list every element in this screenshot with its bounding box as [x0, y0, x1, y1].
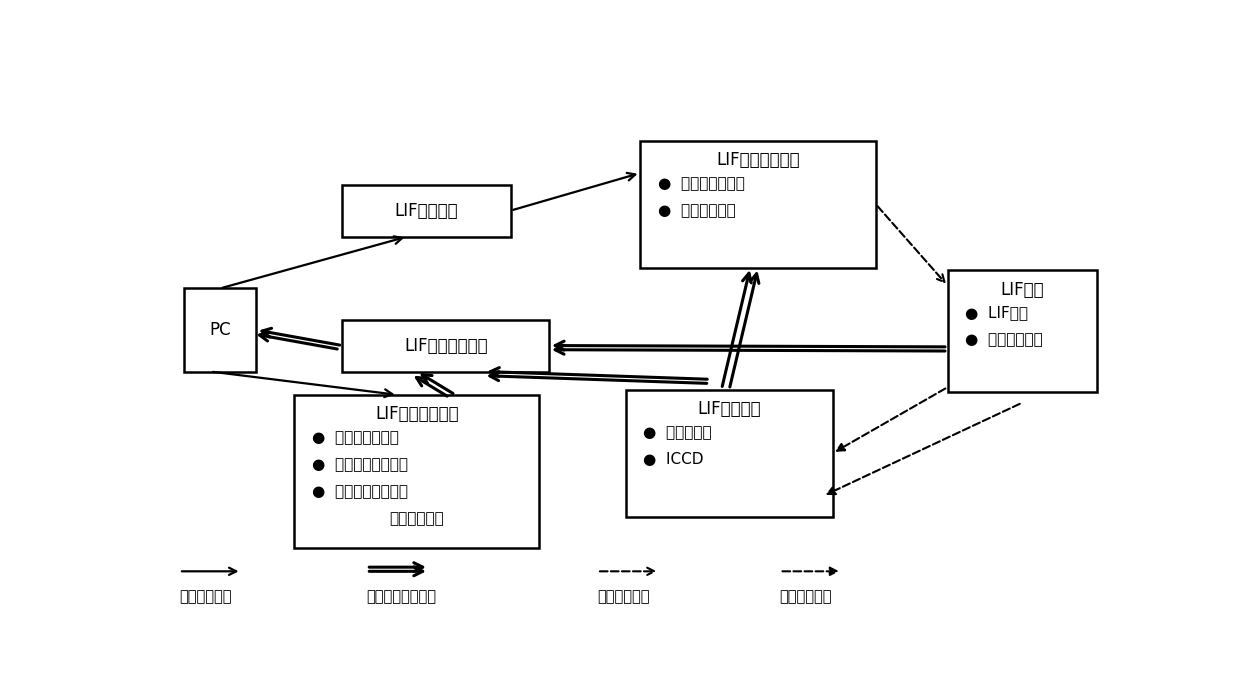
Text: LIF激光发射系统: LIF激光发射系统 [717, 151, 800, 169]
Text: ●  LIF探头: ● LIF探头 [965, 305, 1028, 321]
Text: ●  单色仪波段: ● 单色仪波段 [644, 425, 712, 440]
Text: PC: PC [210, 321, 231, 339]
Bar [947, 270, 1096, 392]
Text: ●  激光频率与波长: ● 激光频率与波长 [657, 176, 744, 191]
Text: LIF控制系统: LIF控制系统 [394, 202, 459, 220]
Text: LIF检测系统: LIF检测系统 [697, 400, 761, 418]
Text: 数据信息传递路线: 数据信息传递路线 [367, 590, 436, 605]
Text: LIF数据处理系统: LIF数据处理系统 [374, 405, 459, 423]
Text: 激光传递路线: 激光传递路线 [596, 590, 650, 605]
Text: LIF钻头: LIF钻头 [1001, 280, 1044, 299]
Bar [294, 395, 539, 548]
Bar [342, 319, 549, 371]
Text: ●  电导率传感器: ● 电导率传感器 [965, 332, 1043, 348]
Text: ●  数据实时处理系统: ● 数据实时处理系统 [311, 457, 408, 472]
Text: ●  数据的存储、输出: ● 数据的存储、输出 [311, 484, 408, 499]
Text: ●  数据前处理系统: ● 数据前处理系统 [311, 430, 398, 445]
Bar [184, 288, 255, 371]
Text: 及后处理系统: 及后处理系统 [389, 511, 444, 526]
Text: ●  激光脉冲参数: ● 激光脉冲参数 [657, 203, 735, 218]
Bar [626, 390, 832, 517]
Bar [640, 141, 875, 268]
Text: ●  ICCD: ● ICCD [644, 452, 703, 467]
Bar [342, 185, 511, 237]
Text: 控制逻辑路线: 控制逻辑路线 [179, 590, 232, 605]
Text: LIF数据采集系统: LIF数据采集系统 [404, 336, 487, 355]
Text: 荧光传递路线: 荧光传递路线 [780, 590, 832, 605]
